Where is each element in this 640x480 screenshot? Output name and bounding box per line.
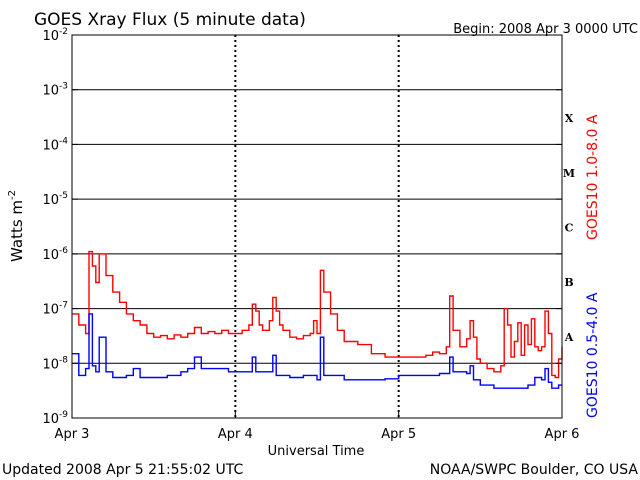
flare-class-label: X	[565, 112, 574, 125]
y-tick-label-base: 10	[42, 84, 59, 99]
begin-label: Begin: 2008 Apr 3 0000 UTC	[453, 22, 638, 37]
y-tick-label-base: 10	[42, 303, 59, 318]
legend-blue-series: GOES10 0.5-4.0 A	[585, 292, 601, 418]
y-tick-label-exp: -8	[59, 355, 68, 365]
y-tick-label-exp: -9	[59, 410, 68, 420]
y-tick-label: 10-6	[42, 246, 68, 263]
y-tick-label: 10-3	[42, 82, 68, 99]
y-axis: 10-910-810-710-610-510-410-310-2	[42, 27, 562, 427]
day-markers	[234, 35, 400, 418]
x-tick-label: Apr 5	[381, 427, 416, 442]
y-axis-label-base: Watts m	[8, 200, 26, 262]
y-tick-label-base: 10	[42, 193, 59, 208]
legend-red-series: GOES10 1.0-8.0 A	[585, 114, 601, 240]
flare-class-label: M	[563, 167, 575, 180]
y-tick-label: 10-5	[42, 191, 68, 208]
y-tick-label: 10-4	[42, 136, 68, 153]
y-tick-label-exp: -4	[59, 136, 68, 146]
y-tick-label-base: 10	[42, 412, 59, 427]
x-tick-label: Apr 3	[55, 427, 90, 442]
y-tick-label: 10-7	[42, 301, 68, 318]
series-lines	[72, 250, 563, 389]
y-tick-label-base: 10	[42, 248, 59, 263]
series-line	[72, 250, 563, 379]
y-tick-label-exp: -3	[59, 82, 68, 92]
flare-class-label: A	[564, 331, 574, 344]
x-tick-label: Apr 4	[218, 427, 253, 442]
y-tick-label-exp: -6	[59, 246, 68, 256]
chart-title: GOES Xray Flux (5 minute data)	[34, 10, 306, 30]
x-axis: Apr 3 Apr 4 Apr 5 Apr 6	[55, 412, 580, 442]
y-tick-label: 10-8	[42, 355, 68, 372]
y-axis-label-exp: -2	[7, 190, 18, 200]
flare-class-label: C	[565, 222, 574, 235]
y-tick-label-exp: -5	[59, 191, 68, 201]
flare-class-label: B	[564, 276, 573, 289]
y-tick-label: 10-2	[42, 27, 68, 44]
x-tick-label: Apr 6	[545, 427, 580, 442]
y-tick-label-base: 10	[42, 138, 59, 153]
series-line	[72, 313, 562, 389]
updated-timestamp: Updated 2008 Apr 5 21:55:02 UTC	[2, 462, 243, 478]
y-tick-label-exp: -2	[59, 27, 68, 37]
plot-frame	[71, 34, 563, 419]
x-axis-label: Universal Time	[268, 444, 365, 459]
y-tick-label-exp: -7	[59, 301, 68, 311]
y-axis-label: Watts m-2	[7, 190, 26, 262]
y-tick-label-base: 10	[42, 29, 59, 44]
flare-classes: A B C M X	[563, 112, 575, 344]
credit-text: NOAA/SWPC Boulder, CO USA	[430, 462, 639, 478]
y-tick-label-base: 10	[42, 357, 59, 372]
y-tick-label: 10-9	[42, 410, 68, 427]
